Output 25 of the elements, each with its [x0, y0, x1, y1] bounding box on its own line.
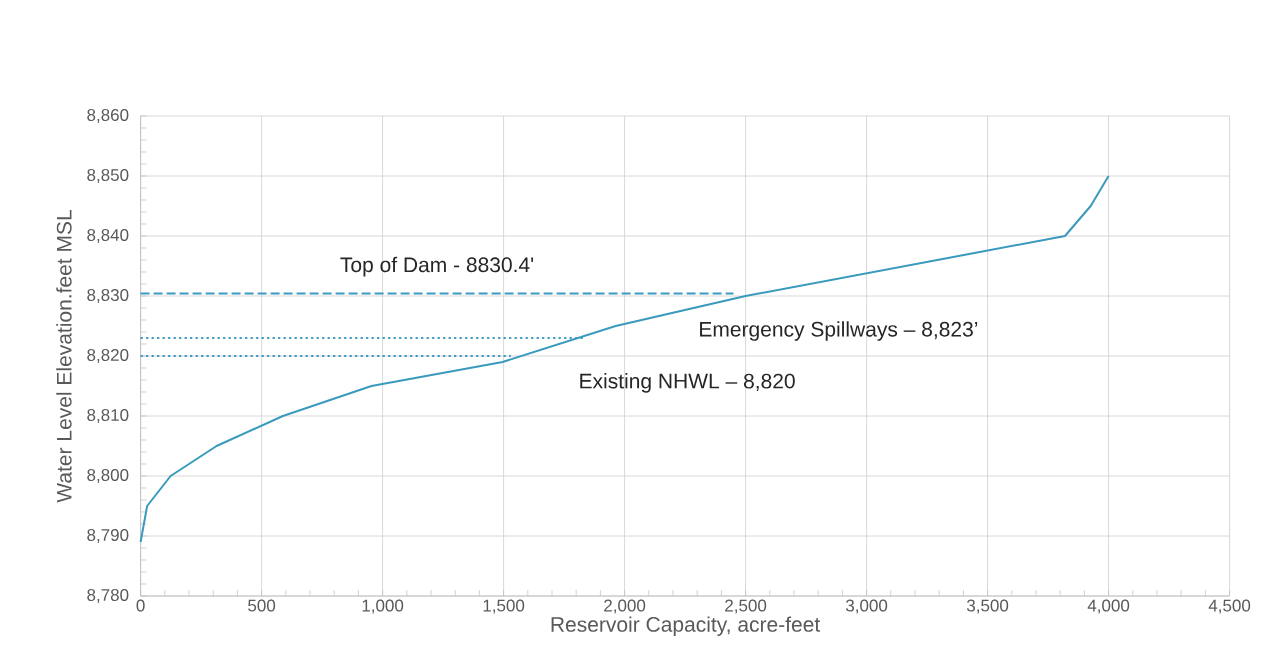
x-tick-label: 1,500	[483, 599, 525, 614]
y-tick-label: 8,820	[87, 348, 129, 364]
x-tick-label: 2,500	[725, 599, 767, 614]
x-tick-label: 4,500	[1208, 599, 1251, 614]
x-tick-label: 3,500	[966, 599, 1009, 614]
y-tick-label: 8,780	[87, 588, 129, 604]
x-axis-title: Reservoir Capacity, acre-feet	[551, 616, 821, 637]
y-tick-label: 8,830	[87, 288, 129, 304]
x-tick-label: 2,000	[604, 599, 646, 614]
x-tick-label: 3,000	[845, 599, 888, 614]
y-tick-label: 8,850	[87, 168, 129, 184]
y-tick-label: 8,840	[87, 228, 129, 244]
line-series	[139, 175, 1110, 543]
y-tick-label: 8,860	[87, 108, 129, 124]
x-tick-label: 4,000	[1087, 599, 1130, 614]
x-tick-label: 1,000	[362, 599, 404, 614]
x-tick-label: 500	[248, 599, 276, 612]
x-tick-label: 0	[136, 599, 145, 612]
y-tick-label: 8,790	[87, 528, 129, 544]
y-axis-title: Water Level Elevation.feet MSL	[56, 210, 72, 503]
y-tick-label: 8,800	[87, 468, 129, 484]
annotation: Emergency Spillways – 8,823’	[700, 321, 978, 341]
series-label: Top of Dam - 8830.4'	[340, 256, 534, 277]
annotation: Existing NHWL – 8,820	[580, 373, 795, 393]
y-tick-label: 8,810	[87, 408, 129, 424]
